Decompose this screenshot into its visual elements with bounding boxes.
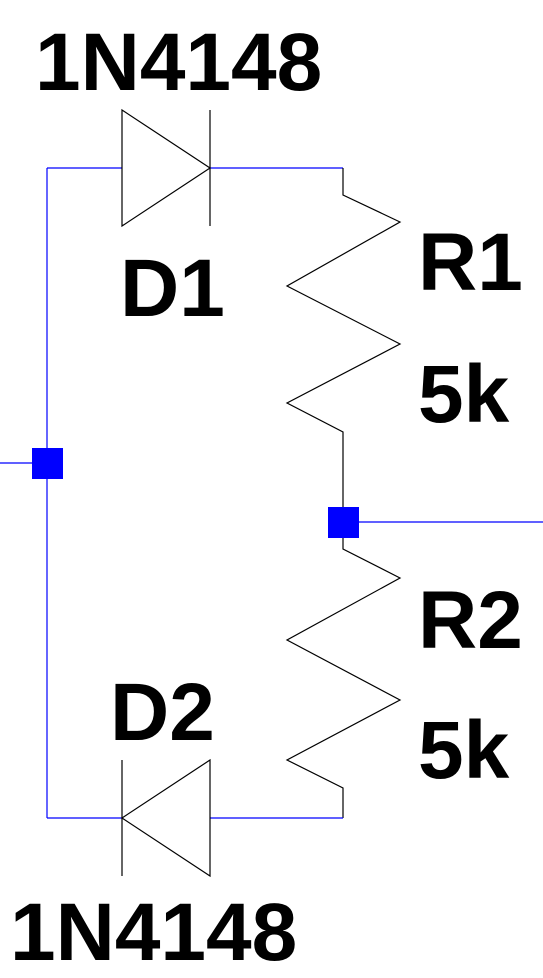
resistor-r1-symbol[interactable] [285,168,402,522]
r1-value-label: 5k [418,349,510,440]
d1-ref-label: D1 [120,243,225,334]
d2-ref-label: D2 [110,667,215,758]
junction-output [328,507,359,538]
r2-ref-label: R2 [418,575,523,666]
junction-input [32,448,63,479]
r1-ref-label: R1 [418,217,523,308]
d2-model-label: 1N4148 [10,887,298,978]
resistor-r2-symbol[interactable] [285,522,402,818]
diode-d2-symbol[interactable] [120,758,211,878]
diode-d1-symbol[interactable] [121,108,212,228]
d1-model-label: 1N4148 [35,17,323,108]
r2-value-label: 5k [418,705,510,796]
